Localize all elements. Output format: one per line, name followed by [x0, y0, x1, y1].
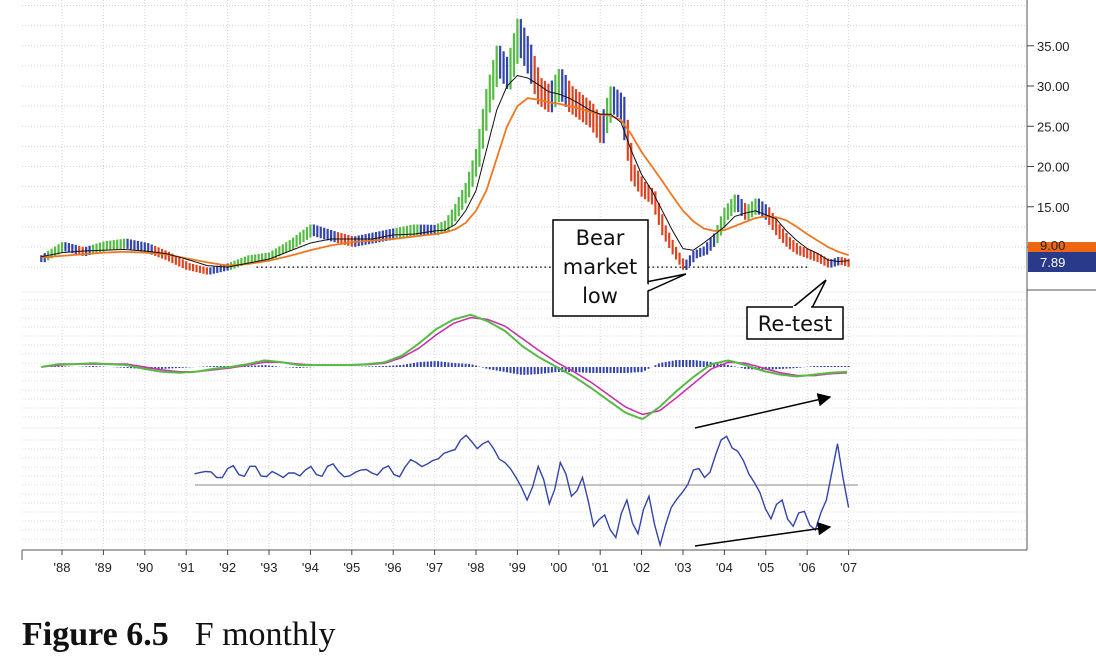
gridlines	[22, 0, 1027, 550]
bear-market-low-callout: Bear market low	[552, 219, 687, 317]
macd-divergence-arrow	[694, 393, 832, 429]
x-tick-label: '02	[633, 560, 650, 575]
last-price-tag	[1028, 252, 1096, 272]
x-tick-label: '91	[178, 560, 195, 575]
y-tick-label: 15.00	[1037, 200, 1070, 215]
figure-title: F monthly	[194, 616, 336, 653]
re-test-callout: Re-test	[746, 279, 844, 340]
x-tick-label: '97	[426, 560, 443, 575]
y-tick-label: 30.00	[1037, 79, 1070, 94]
x-tick-label: '90	[136, 560, 153, 575]
bear-label-line3: low	[582, 284, 618, 308]
x-tick-label: '95	[343, 560, 360, 575]
x-tick-label: '99	[509, 560, 526, 575]
y-tick-label: 35.00	[1037, 39, 1070, 54]
x-tick-label: '92	[219, 560, 236, 575]
bear-label-line1: Bear	[576, 226, 625, 250]
ma-value-label: 9.00	[1040, 238, 1065, 253]
x-tick-label: '06	[799, 560, 816, 575]
x-tick-label: '98	[468, 560, 485, 575]
x-tick-label: '00	[550, 560, 567, 575]
retest-label: Re-test	[758, 312, 832, 336]
x-tick-label: '03	[675, 560, 692, 575]
x-tick-label: '93	[261, 560, 278, 575]
figure-number: Figure 6.5	[22, 616, 169, 653]
oscillator-line	[194, 434, 850, 548]
x-axis-ticks: '88 '89 '90 '91 '92 '93 '94 '95 '96 '97 '98 '99 '00 '…	[54, 550, 857, 575]
x-tick-label: '88	[54, 560, 71, 575]
x-tick-label: '07	[840, 560, 857, 575]
oscillator-divergence-arrow	[694, 522, 832, 547]
last-price-label: 7.89	[1040, 255, 1065, 270]
x-tick-label: '96	[385, 560, 402, 575]
x-tick-label: '89	[95, 560, 112, 575]
macd-signal-line	[41, 316, 847, 416]
ma-fast-line	[41, 74, 849, 268]
macd-line	[41, 313, 847, 420]
x-tick-label: '94	[302, 560, 319, 575]
ma-value-tag	[1028, 242, 1096, 252]
x-tick-label: '05	[757, 560, 774, 575]
y-tick-label: 25.00	[1037, 119, 1070, 134]
ma-slow-line	[41, 97, 849, 267]
x-tick-label: '04	[716, 560, 733, 575]
x-tick-label: '01	[592, 560, 609, 575]
bear-label-line2: market	[563, 255, 638, 279]
y-tick-label: 20.00	[1037, 160, 1070, 175]
figure-caption: Figure 6.5 F monthly	[22, 616, 335, 654]
